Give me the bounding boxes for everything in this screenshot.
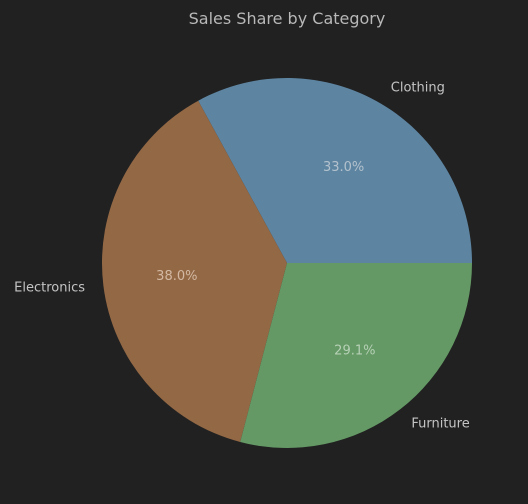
- pie-labels: Clothing 33.0% Electronics 38.0% Furniture 29…: [14, 80, 470, 431]
- pie-slice-furniture: [240, 263, 472, 448]
- pie-slice-electronics: [101, 100, 287, 442]
- slice-label-electronics: Electronics: [14, 280, 85, 295]
- pie-slice-clothing: [198, 78, 473, 263]
- slice-percent-electronics: 38.0%: [156, 269, 197, 284]
- chart-title: Sales Share by Category: [189, 9, 386, 28]
- pie-slices: [101, 78, 473, 448]
- slice-label-furniture: Furniture: [411, 417, 469, 432]
- slice-percent-clothing: 33.0%: [323, 160, 364, 175]
- slice-label-clothing: Clothing: [391, 80, 445, 95]
- slice-percent-furniture: 29.1%: [334, 343, 375, 358]
